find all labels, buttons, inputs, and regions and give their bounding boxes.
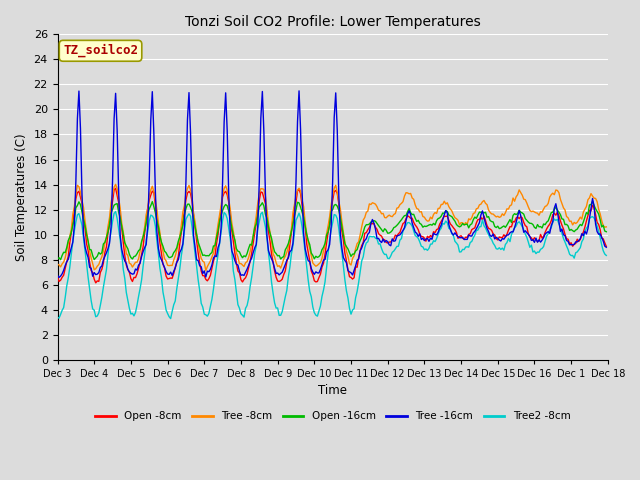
Title: Tonzi Soil CO2 Profile: Lower Temperatures: Tonzi Soil CO2 Profile: Lower Temperatur… xyxy=(185,15,481,29)
Y-axis label: Soil Temperatures (C): Soil Temperatures (C) xyxy=(15,133,28,261)
X-axis label: Time: Time xyxy=(318,384,347,397)
Legend: Open -8cm, Tree -8cm, Open -16cm, Tree -16cm, Tree2 -8cm: Open -8cm, Tree -8cm, Open -16cm, Tree -… xyxy=(91,408,575,426)
Text: TZ_soilco2: TZ_soilco2 xyxy=(63,44,138,58)
